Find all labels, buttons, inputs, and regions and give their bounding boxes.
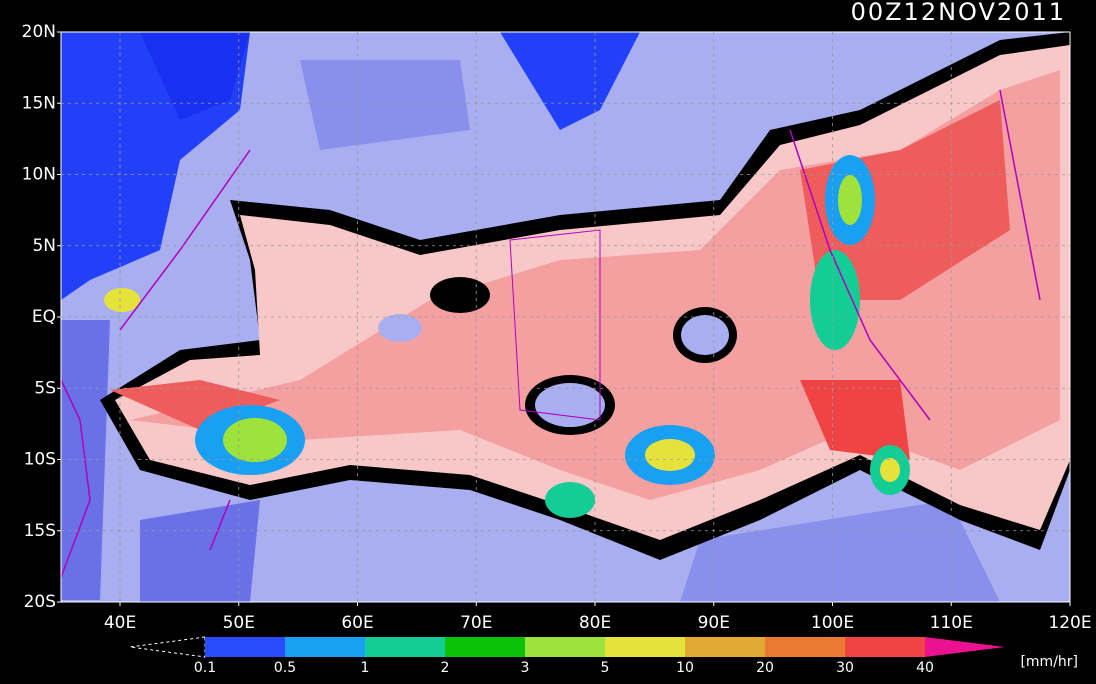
colorbar-segment [845, 637, 925, 657]
colorbar-unit: [mm/hr] [1020, 654, 1078, 670]
lat-label: 20N [22, 22, 56, 42]
colorbar-segment [525, 637, 605, 657]
colorbar-segment [765, 637, 845, 657]
lat-label: 15S [24, 521, 56, 541]
lat-label: EQ [32, 307, 56, 327]
colorbar-label: 0.1 [194, 660, 216, 676]
colorbar-segment [285, 637, 365, 657]
colorbar-over [925, 637, 1005, 657]
lat-label: 20S [24, 592, 56, 612]
lon-label: 80E [579, 613, 611, 633]
lon-label: 110E [930, 613, 973, 633]
lon-label: 120E [1048, 613, 1091, 633]
colorbar-segment [365, 637, 445, 657]
lat-label: 10S [24, 450, 56, 470]
lat-label: 5N [32, 236, 56, 256]
colorbar-label: 20 [756, 660, 774, 676]
colorbar-label: 10 [676, 660, 694, 676]
lat-label: 10N [22, 165, 56, 185]
colorbar-label: 3 [521, 660, 530, 676]
colorbar-segment [445, 637, 525, 657]
lon-label: 40E [104, 613, 136, 633]
precipitation-field [61, 32, 1070, 602]
colorbar-label: 0.5 [274, 660, 296, 676]
lon-label: 90E [698, 613, 730, 633]
lat-label: 5S [34, 378, 56, 398]
colorbar-label: 5 [601, 660, 610, 676]
lat-label: 15N [22, 93, 56, 113]
colorbar-label: 40 [916, 660, 934, 676]
colorbar-label: 1 [361, 660, 370, 676]
lon-label: 100E [811, 613, 854, 633]
lon-label: 50E [223, 613, 255, 633]
colorbar-segment [605, 637, 685, 657]
colorbar-under [129, 636, 206, 658]
lon-label: 60E [341, 613, 373, 633]
colorbar-segment [685, 637, 765, 657]
colorbar-label: 30 [836, 660, 854, 676]
colorbar-label: 2 [441, 660, 450, 676]
colorbar-segment [205, 637, 285, 657]
map-title: 00Z12NOV2011 [851, 0, 1066, 26]
lon-label: 70E [460, 613, 492, 633]
